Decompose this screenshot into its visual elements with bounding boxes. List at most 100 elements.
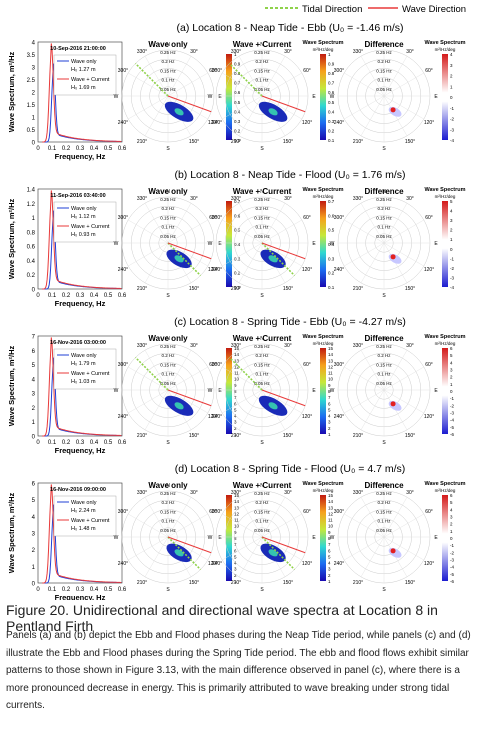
tidal-direction-line [167, 242, 202, 277]
freq-ring-label: 0.2 Hz [161, 500, 175, 505]
compass-label: 210° [353, 433, 363, 439]
colorbar-tick: 3 [328, 567, 331, 572]
difference-colorbar-tick: 5 [450, 199, 453, 204]
wave-current-hm0: H₀ 1.69 m [71, 85, 96, 91]
polar-spoke [383, 56, 408, 97]
compass-label: E [312, 241, 316, 247]
compass-label: 240° [212, 561, 222, 567]
polar-spoke [144, 389, 169, 430]
polar-spoke [144, 95, 169, 136]
polar-spoke [222, 513, 263, 538]
compass-label: 300° [212, 362, 222, 368]
compass-label: 150° [405, 580, 415, 586]
compass-label: 330° [231, 49, 241, 55]
colorbar-tick: 13 [234, 505, 240, 510]
compass-label: W [208, 241, 213, 247]
polar-spoke [167, 497, 192, 538]
y-tick-label: 3 [32, 532, 36, 538]
colorbar-tick: 0.5 [234, 100, 241, 105]
tidal-direction-line [167, 536, 202, 571]
wave-direction-line [167, 95, 212, 113]
wave-only-label: Wave only [71, 353, 97, 359]
colorbar-tick: 6 [234, 548, 237, 553]
compass-label: S [166, 293, 170, 299]
compass-label: 30° [284, 343, 292, 349]
difference-colorbar-tick: -3 [450, 127, 454, 132]
freq-ring-label: 0.25 Hz [160, 197, 176, 202]
difference-colorbar-tick: -1 [450, 106, 454, 111]
column-title: Difference [364, 334, 404, 343]
compass-label: 30° [406, 490, 414, 496]
colorbar [320, 495, 326, 581]
difference-colorbar-tick: 1 [450, 84, 453, 89]
compass-label: 60° [303, 509, 311, 515]
compass-label: 60° [425, 362, 433, 368]
colorbar-tick: 0.9 [234, 62, 241, 67]
compass-label: S [382, 440, 386, 446]
polar-spoke [261, 242, 302, 267]
compass-label: 300° [212, 509, 222, 515]
colorbar-tick: 9 [234, 530, 237, 535]
freq-ring-label: 0.05 Hz [160, 87, 176, 92]
polar-spoke [360, 389, 385, 430]
colorbar-tick: 15 [234, 346, 240, 351]
polar-spoke [360, 203, 385, 244]
series-wave-current [42, 484, 122, 584]
polar-spoke [128, 389, 169, 414]
difference-colorbar-tick: -2 [450, 117, 454, 122]
polar-spoke [167, 366, 208, 391]
colorbar-title: Wave Spectrum [302, 481, 343, 487]
freq-ring-label: 0.15 Hz [376, 68, 392, 73]
polar-spoke [222, 536, 263, 561]
colorbar-tick: 0.5 [328, 100, 335, 105]
compass-label: 30° [190, 196, 198, 202]
compass-label: 240° [212, 267, 222, 273]
polar-spoke [128, 366, 169, 391]
y-tick-label: 4 [32, 41, 36, 47]
polar-spoke [238, 389, 263, 430]
difference-colorbar-unit: m²/Hz/deg [435, 194, 456, 199]
polar-spoke [261, 95, 302, 120]
y-tick-label: 3.5 [27, 53, 36, 59]
colorbar-tick: 12 [234, 364, 240, 369]
difference-colorbar-tick: 5 [450, 353, 453, 358]
compass-label: 60° [425, 509, 433, 515]
freq-ring-label: 0.2 Hz [377, 500, 391, 505]
compass-label: 120° [302, 561, 312, 567]
colorbar-tick: 1 [234, 432, 237, 437]
colorbar-tick: 5 [234, 554, 237, 559]
y-tick-label: 0.4 [27, 259, 36, 265]
difference-colorbar-tick: 2 [450, 74, 453, 79]
freq-ring-label: 0.25 Hz [376, 197, 392, 202]
polar-spoke [261, 389, 302, 414]
compass-label: E [434, 388, 438, 394]
colorbar [320, 201, 326, 287]
y-tick-label: 1 [32, 565, 36, 571]
freq-ring-label: 0.25 Hz [160, 344, 176, 349]
polar-spoke [238, 497, 263, 538]
compass-label: 60° [209, 68, 217, 74]
freq-ring-label: 0.25 Hz [254, 344, 270, 349]
y-axis-label: Wave Spectrum, m²/Hz [7, 198, 16, 279]
compass-label: 120° [208, 120, 218, 126]
x-tick-label: 0.5 [104, 293, 113, 299]
compass-label: N [260, 336, 264, 342]
wave-only-label: Wave only [71, 500, 97, 506]
colorbar-tick: 15 [328, 346, 334, 351]
panel-b: (b) Location 8 - Neap Tide - Flood (U₀ =… [7, 169, 466, 308]
difference-blob [388, 547, 402, 558]
compass-label: 300° [334, 362, 344, 368]
difference-peak [390, 548, 396, 554]
polar-spoke [383, 497, 408, 538]
freq-ring-label: 0.2 Hz [161, 353, 175, 358]
freq-ring-label: 0.1 Hz [377, 519, 391, 524]
colorbar-tick: 9 [328, 383, 331, 388]
y-axis-label: Wave Spectrum, m²/Hz [7, 51, 16, 132]
column-title: Wave only [148, 187, 188, 196]
colorbar-tick: 9 [328, 530, 331, 535]
x-tick-label: 0.6 [118, 293, 127, 299]
freq-ring-label: 0.1 Hz [161, 519, 175, 524]
compass-label: 330° [353, 490, 363, 496]
colorbar-tick: 5 [328, 554, 331, 559]
compass-label: 150° [189, 433, 199, 439]
